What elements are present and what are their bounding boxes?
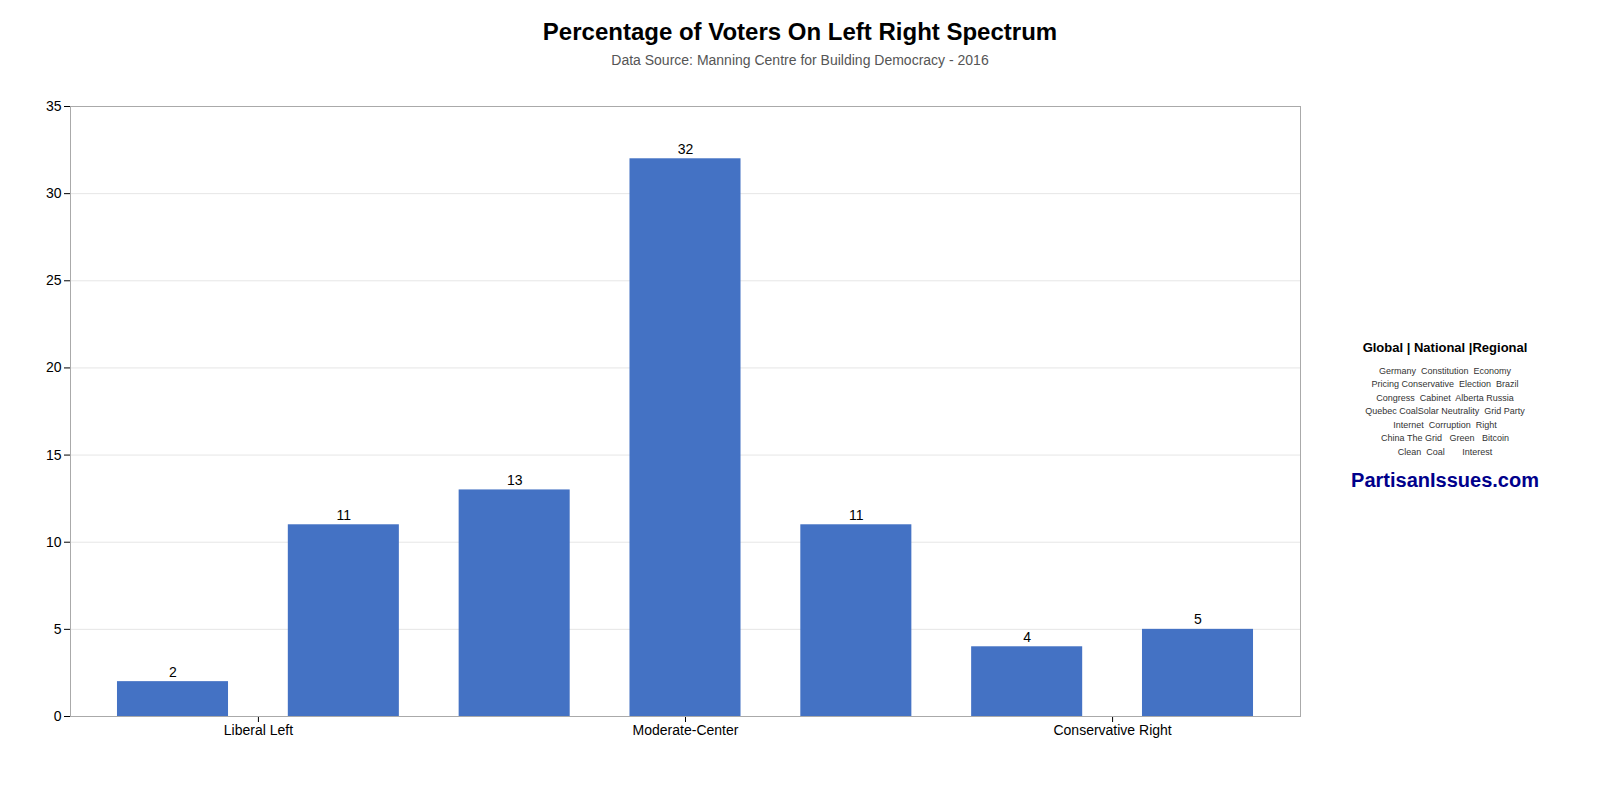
html-text:PartisanIssues.com: PartisanIssues.com [1351,469,1539,492]
svg-text:30: 30 [46,185,62,201]
html-text:Data Source: Manning Centre fo: Data Source: Manning Centre for Building… [611,52,989,68]
svg-text:10: 10 [46,534,62,550]
svg-text:Liberal Left: Liberal Left [224,722,293,738]
svg-text:32: 32 [678,141,694,157]
svg-text:Conservative Right: Conservative Right [1053,722,1171,738]
svg-text:5: 5 [54,621,62,637]
svg-text:Moderate-Center: Moderate-Center [633,722,739,738]
svg-text:0: 0 [54,708,62,724]
svg-text:2: 2 [169,664,177,680]
svg-text:13: 13 [507,472,523,488]
svg-text:35: 35 [46,98,62,114]
svg-text:11: 11 [337,507,352,523]
svg-text:20: 20 [46,359,62,375]
html-text:Germany Constitution Economy P: Germany Constitution Economy Pricing Con… [1365,365,1525,457]
svg-text:4: 4 [1023,629,1031,645]
html-text:Global | National |Regional: Global | National |Regional [1362,339,1528,355]
svg-text:11: 11 [849,507,864,523]
svg-text:25: 25 [46,272,62,288]
svg-text:15: 15 [46,447,62,463]
html-text:Percentage of Voters On Left R: Percentage of Voters On Left Right Spect… [542,18,1058,45]
svg-text:5: 5 [1194,611,1202,627]
